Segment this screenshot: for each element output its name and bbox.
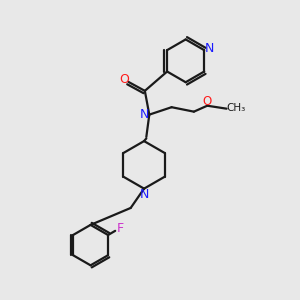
Text: CH₃: CH₃: [226, 103, 246, 113]
Text: N: N: [139, 108, 148, 121]
Text: N: N: [140, 188, 149, 201]
Text: F: F: [117, 222, 124, 235]
Text: O: O: [202, 95, 212, 108]
Text: N: N: [205, 42, 214, 55]
Text: O: O: [119, 74, 129, 86]
